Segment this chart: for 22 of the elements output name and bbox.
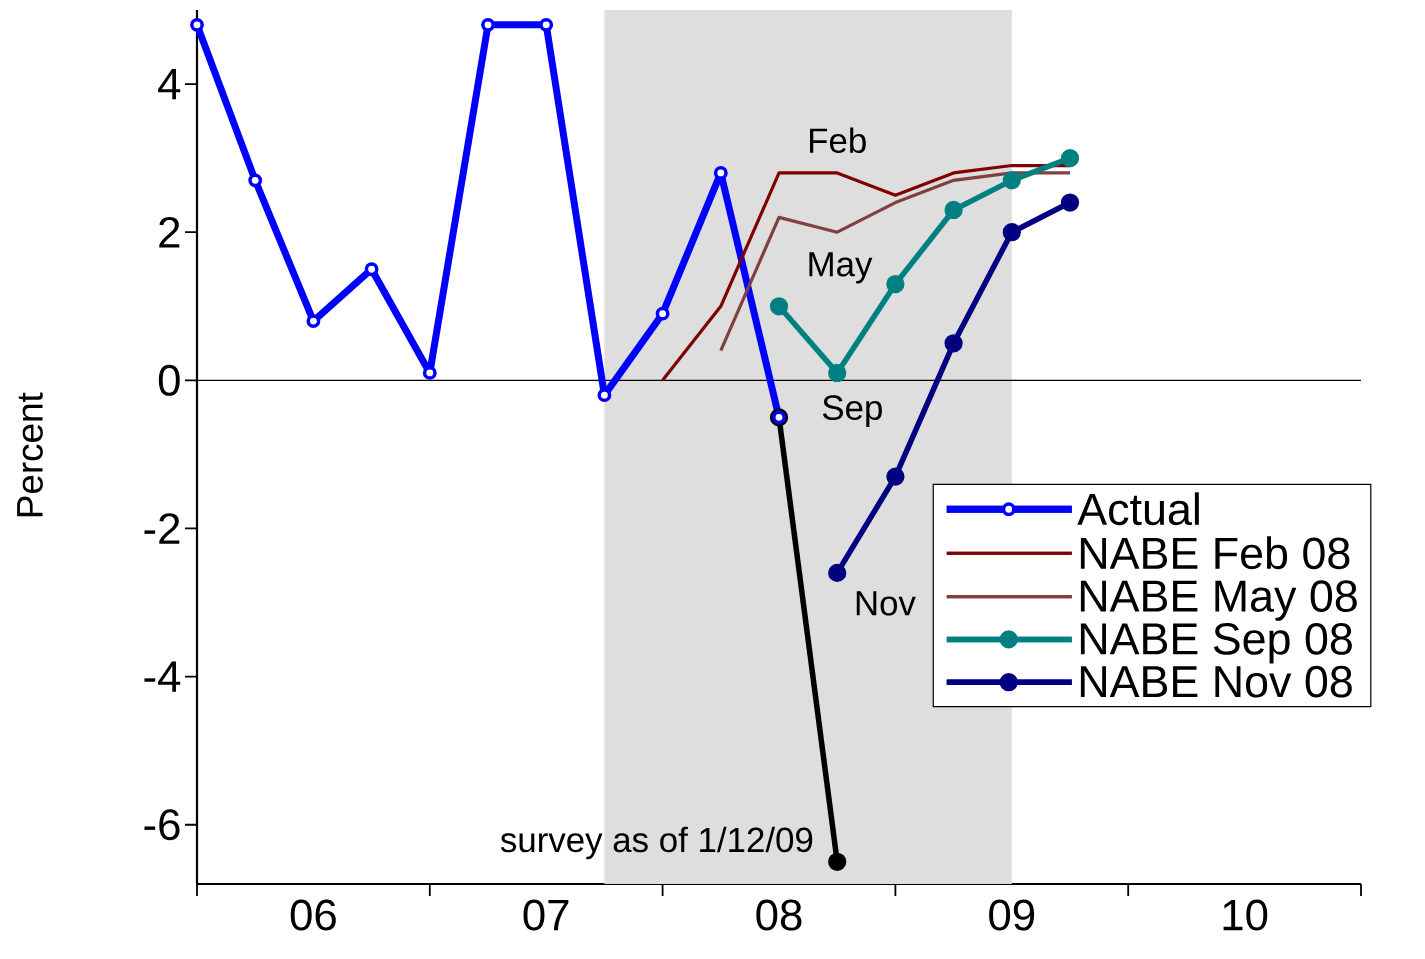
- annotation: survey as of 1/12/09: [500, 826, 813, 860]
- y-tick-label: -2: [144, 513, 180, 544]
- y-tick-label: 4: [158, 68, 181, 100]
- x-tick-label: 06: [290, 899, 336, 931]
- annotation: Sep: [822, 395, 882, 427]
- legend-label: NABE Sep 08: [1080, 623, 1352, 664]
- x-tick-label: 07: [523, 899, 569, 931]
- y-tick-label: -4: [144, 661, 181, 692]
- legend-label: NABE Feb 08: [1080, 536, 1350, 570]
- y-axis-title: Percent: [17, 392, 43, 517]
- y-tick-label: 0: [158, 364, 180, 396]
- legend-label: Actual: [1077, 492, 1199, 526]
- x-tick-label: 10: [1223, 899, 1268, 931]
- legend-label: NABE May 08: [1080, 580, 1357, 621]
- legend-label: NABE Nov 08: [1080, 665, 1352, 698]
- annotation: May: [809, 252, 873, 284]
- x-tick-label: 09: [989, 899, 1035, 931]
- annotation: Feb: [810, 127, 866, 154]
- y-tick-label: 2: [159, 216, 180, 248]
- x-tick-label: 08: [756, 899, 802, 931]
- annotation: Nov: [856, 591, 916, 616]
- y-tick-label: -6: [144, 809, 180, 841]
